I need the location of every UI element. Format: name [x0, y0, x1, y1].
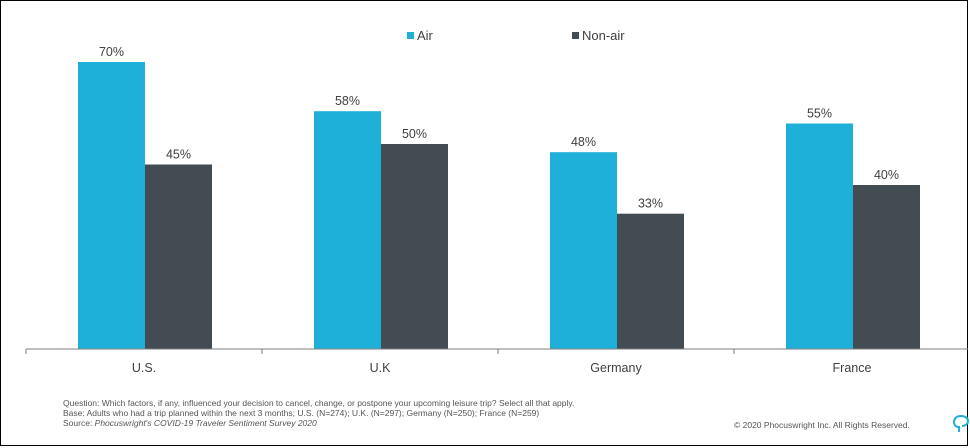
bar-non-air-us: [145, 164, 212, 349]
data-label-non-air-france: 40%: [874, 168, 899, 182]
footnote-base: Base: Adults who had a trip planned with…: [63, 408, 540, 418]
bar-non-air-germany: [617, 213, 684, 349]
data-label-non-air-germany: 33%: [638, 197, 663, 211]
x-tick-label-us: U.S.: [132, 361, 156, 375]
bar-air-france: [786, 123, 853, 349]
x-tick-label-france: France: [833, 361, 872, 375]
legend-label-non-air: Non-air: [582, 27, 625, 43]
bar-air-germany: [550, 152, 617, 349]
bar-non-air-france: [853, 185, 920, 349]
data-label-non-air-us: 45%: [166, 148, 191, 162]
bar-non-air-uk: [381, 144, 448, 349]
data-label-air-france: 55%: [807, 107, 832, 121]
footnote-source-prefix: Source:: [63, 418, 95, 428]
data-label-non-air-uk: 50%: [402, 127, 427, 141]
x-tick-label-germany: Germany: [590, 361, 642, 375]
bar-air-us: [78, 62, 145, 349]
bar-air-uk: [314, 111, 381, 349]
data-label-air-germany: 48%: [571, 135, 596, 149]
data-label-air-us: 70%: [99, 45, 124, 59]
legend-swatch-air: [407, 31, 414, 39]
footnote-source: Source: Phocuswright's COVID-19 Traveler…: [63, 418, 317, 428]
footnote-source-title: Phocuswright's COVID-19 Traveler Sentime…: [94, 418, 317, 428]
x-tick-label-uk: U.K: [370, 361, 392, 375]
legend-item-non-air: Non-air: [572, 27, 625, 43]
legend-swatch-non-air: [572, 31, 579, 39]
footnote-question: Question: Which factors, if any, influen…: [63, 398, 575, 408]
data-label-air-uk: 58%: [335, 94, 360, 108]
copyright-text: © 2020 Phocuswright Inc. All Rights Rese…: [734, 420, 910, 430]
legend-label-air: Air: [417, 27, 433, 43]
phocuswright-logo-icon: [952, 415, 970, 432]
legend-item-air: Air: [407, 27, 433, 43]
